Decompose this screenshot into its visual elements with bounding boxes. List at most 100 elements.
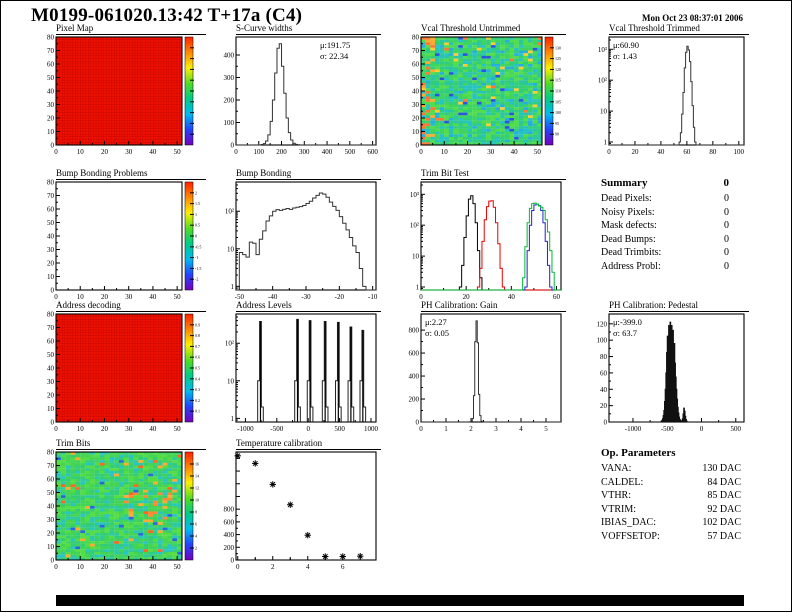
svg-text:600: 600 — [367, 148, 378, 156]
svg-text:100: 100 — [224, 119, 235, 127]
svg-text:0: 0 — [231, 142, 235, 150]
svg-text:30: 30 — [125, 293, 133, 301]
svg-text:0: 0 — [54, 563, 58, 571]
svg-text:120: 120 — [597, 320, 608, 328]
svg-text:10: 10 — [412, 253, 420, 261]
svg-text:0.8: 0.8 — [195, 333, 200, 338]
svg-text:10³: 10³ — [410, 191, 419, 199]
svg-text:20: 20 — [600, 402, 608, 410]
summary-row-address-probl: Address Probl: 0 — [601, 260, 729, 272]
svg-text:30: 30 — [125, 563, 133, 571]
svg-text:50: 50 — [47, 74, 55, 82]
svg-text:500: 500 — [334, 425, 345, 433]
svg-text:10²: 10² — [410, 222, 419, 230]
svg-text:2: 2 — [195, 190, 197, 195]
op-param-row-voffsetop: VOFFSETOP: 57 DAC — [601, 530, 741, 542]
temperature-calibration-chart: 0 2 4 6 0 200 400 600 800 — [224, 451, 377, 571]
svg-text:80: 80 — [412, 34, 420, 42]
svg-text:70: 70 — [47, 462, 55, 470]
svg-text:50: 50 — [47, 351, 55, 359]
svg-text:0: 0 — [51, 287, 55, 295]
svg-text:12: 12 — [195, 486, 199, 491]
svg-text:60: 60 — [683, 148, 691, 156]
op-parameters-heading: Op. Parameters — [601, 447, 676, 459]
svg-text:4: 4 — [519, 425, 523, 433]
svg-text:20: 20 — [47, 392, 55, 400]
svg-text:50: 50 — [412, 74, 420, 82]
summary-panel: Summary 0 Dead Pixels: 0 Noisy Pixels: 0 M… — [601, 177, 729, 273]
svg-text:20: 20 — [463, 293, 471, 301]
plot-title-vcal-untrimmed: Vcal Threshold Untrimmed — [421, 23, 566, 35]
svg-text:10: 10 — [77, 425, 85, 433]
svg-text:4: 4 — [306, 563, 310, 571]
svg-text:800: 800 — [224, 506, 235, 514]
svg-text:50: 50 — [174, 293, 182, 301]
summary-heading: Summary — [601, 177, 648, 189]
svg-text:300: 300 — [299, 148, 310, 156]
svg-text:600: 600 — [224, 518, 235, 526]
svg-text:200: 200 — [409, 396, 420, 404]
svg-text:30: 30 — [47, 378, 55, 386]
svg-text:100: 100 — [597, 337, 608, 345]
plot-title-address-decoding: Address decoding — [56, 300, 206, 312]
svg-text:10²: 10² — [225, 208, 234, 216]
svg-text:20: 20 — [47, 260, 55, 268]
plot-title-temperature-calibration: Temperature calibration — [236, 438, 381, 450]
summary-row-mask-defects: Mask defects: 0 — [601, 220, 729, 231]
svg-text:40: 40 — [657, 148, 665, 156]
vcal-threshold-trimmed-chart: 0 20 40 60 80 100 1 10 10² 10³ μ:60.90σ: 1.43 — [598, 36, 745, 156]
svg-text:100: 100 — [555, 110, 561, 115]
svg-text:0: 0 — [54, 425, 58, 433]
svg-text:70: 70 — [412, 47, 420, 55]
svg-text:0: 0 — [416, 142, 420, 150]
svg-text:80: 80 — [47, 34, 55, 42]
svg-text:40: 40 — [47, 88, 55, 96]
svg-text:40: 40 — [600, 386, 608, 394]
svg-text:3: 3 — [494, 425, 498, 433]
svg-text:110: 110 — [555, 89, 561, 94]
svg-text:120: 120 — [555, 67, 561, 72]
svg-text:-20: -20 — [335, 293, 345, 301]
svg-text:σ: 0.05: σ: 0.05 — [425, 328, 449, 338]
svg-text:20: 20 — [101, 293, 109, 301]
svg-text:10: 10 — [227, 377, 235, 385]
svg-text:-1000: -1000 — [625, 425, 642, 433]
svg-text:80: 80 — [600, 353, 608, 361]
svg-text:1: 1 — [231, 283, 235, 291]
svg-text:0: 0 — [51, 142, 55, 150]
svg-text:0.5: 0.5 — [195, 366, 200, 371]
svg-text:500: 500 — [731, 425, 742, 433]
op-param-row-vana: VANA: 130 DAC — [601, 463, 741, 474]
svg-text:0.7: 0.7 — [195, 344, 200, 349]
svg-text:0: 0 — [700, 425, 704, 433]
svg-text:125: 125 — [555, 56, 561, 61]
svg-text:130: 130 — [555, 45, 561, 50]
svg-text:90: 90 — [555, 132, 559, 137]
svg-text:-2: -2 — [195, 277, 198, 282]
svg-text:50: 50 — [174, 563, 182, 571]
summary-row-dead-bumps: Dead Bumps: 0 — [601, 233, 729, 245]
svg-text:500: 500 — [345, 148, 356, 156]
svg-text:20: 20 — [101, 148, 109, 156]
svg-text:14: 14 — [195, 474, 199, 479]
svg-text:60: 60 — [412, 61, 420, 69]
svg-text:80: 80 — [47, 449, 55, 457]
svg-text:0: 0 — [419, 425, 423, 433]
svg-text:30: 30 — [487, 148, 495, 156]
svg-text:1: 1 — [195, 212, 197, 217]
svg-text:10³: 10³ — [598, 46, 607, 54]
address-levels-chart: -1000 -500 0 500 1000 1 10 10² — [225, 313, 378, 433]
svg-text:0.5: 0.5 — [195, 223, 200, 228]
svg-text:0.3: 0.3 — [195, 387, 200, 392]
svg-text:40: 40 — [412, 88, 420, 96]
svg-text:-50: -50 — [235, 293, 245, 301]
svg-text:80: 80 — [47, 311, 55, 319]
svg-text:0: 0 — [54, 293, 58, 301]
address-decoding-chart: 0 10 20 30 40 50 0 10 20 30 40 50 60 70 80 0.9 0.8 0.7 0.6… — [47, 311, 200, 433]
svg-text:40: 40 — [149, 293, 157, 301]
svg-text:100: 100 — [254, 148, 265, 156]
svg-text:-40: -40 — [268, 293, 278, 301]
svg-text:20: 20 — [101, 563, 109, 571]
svg-text:40: 40 — [47, 233, 55, 241]
svg-text:1: 1 — [231, 415, 235, 423]
